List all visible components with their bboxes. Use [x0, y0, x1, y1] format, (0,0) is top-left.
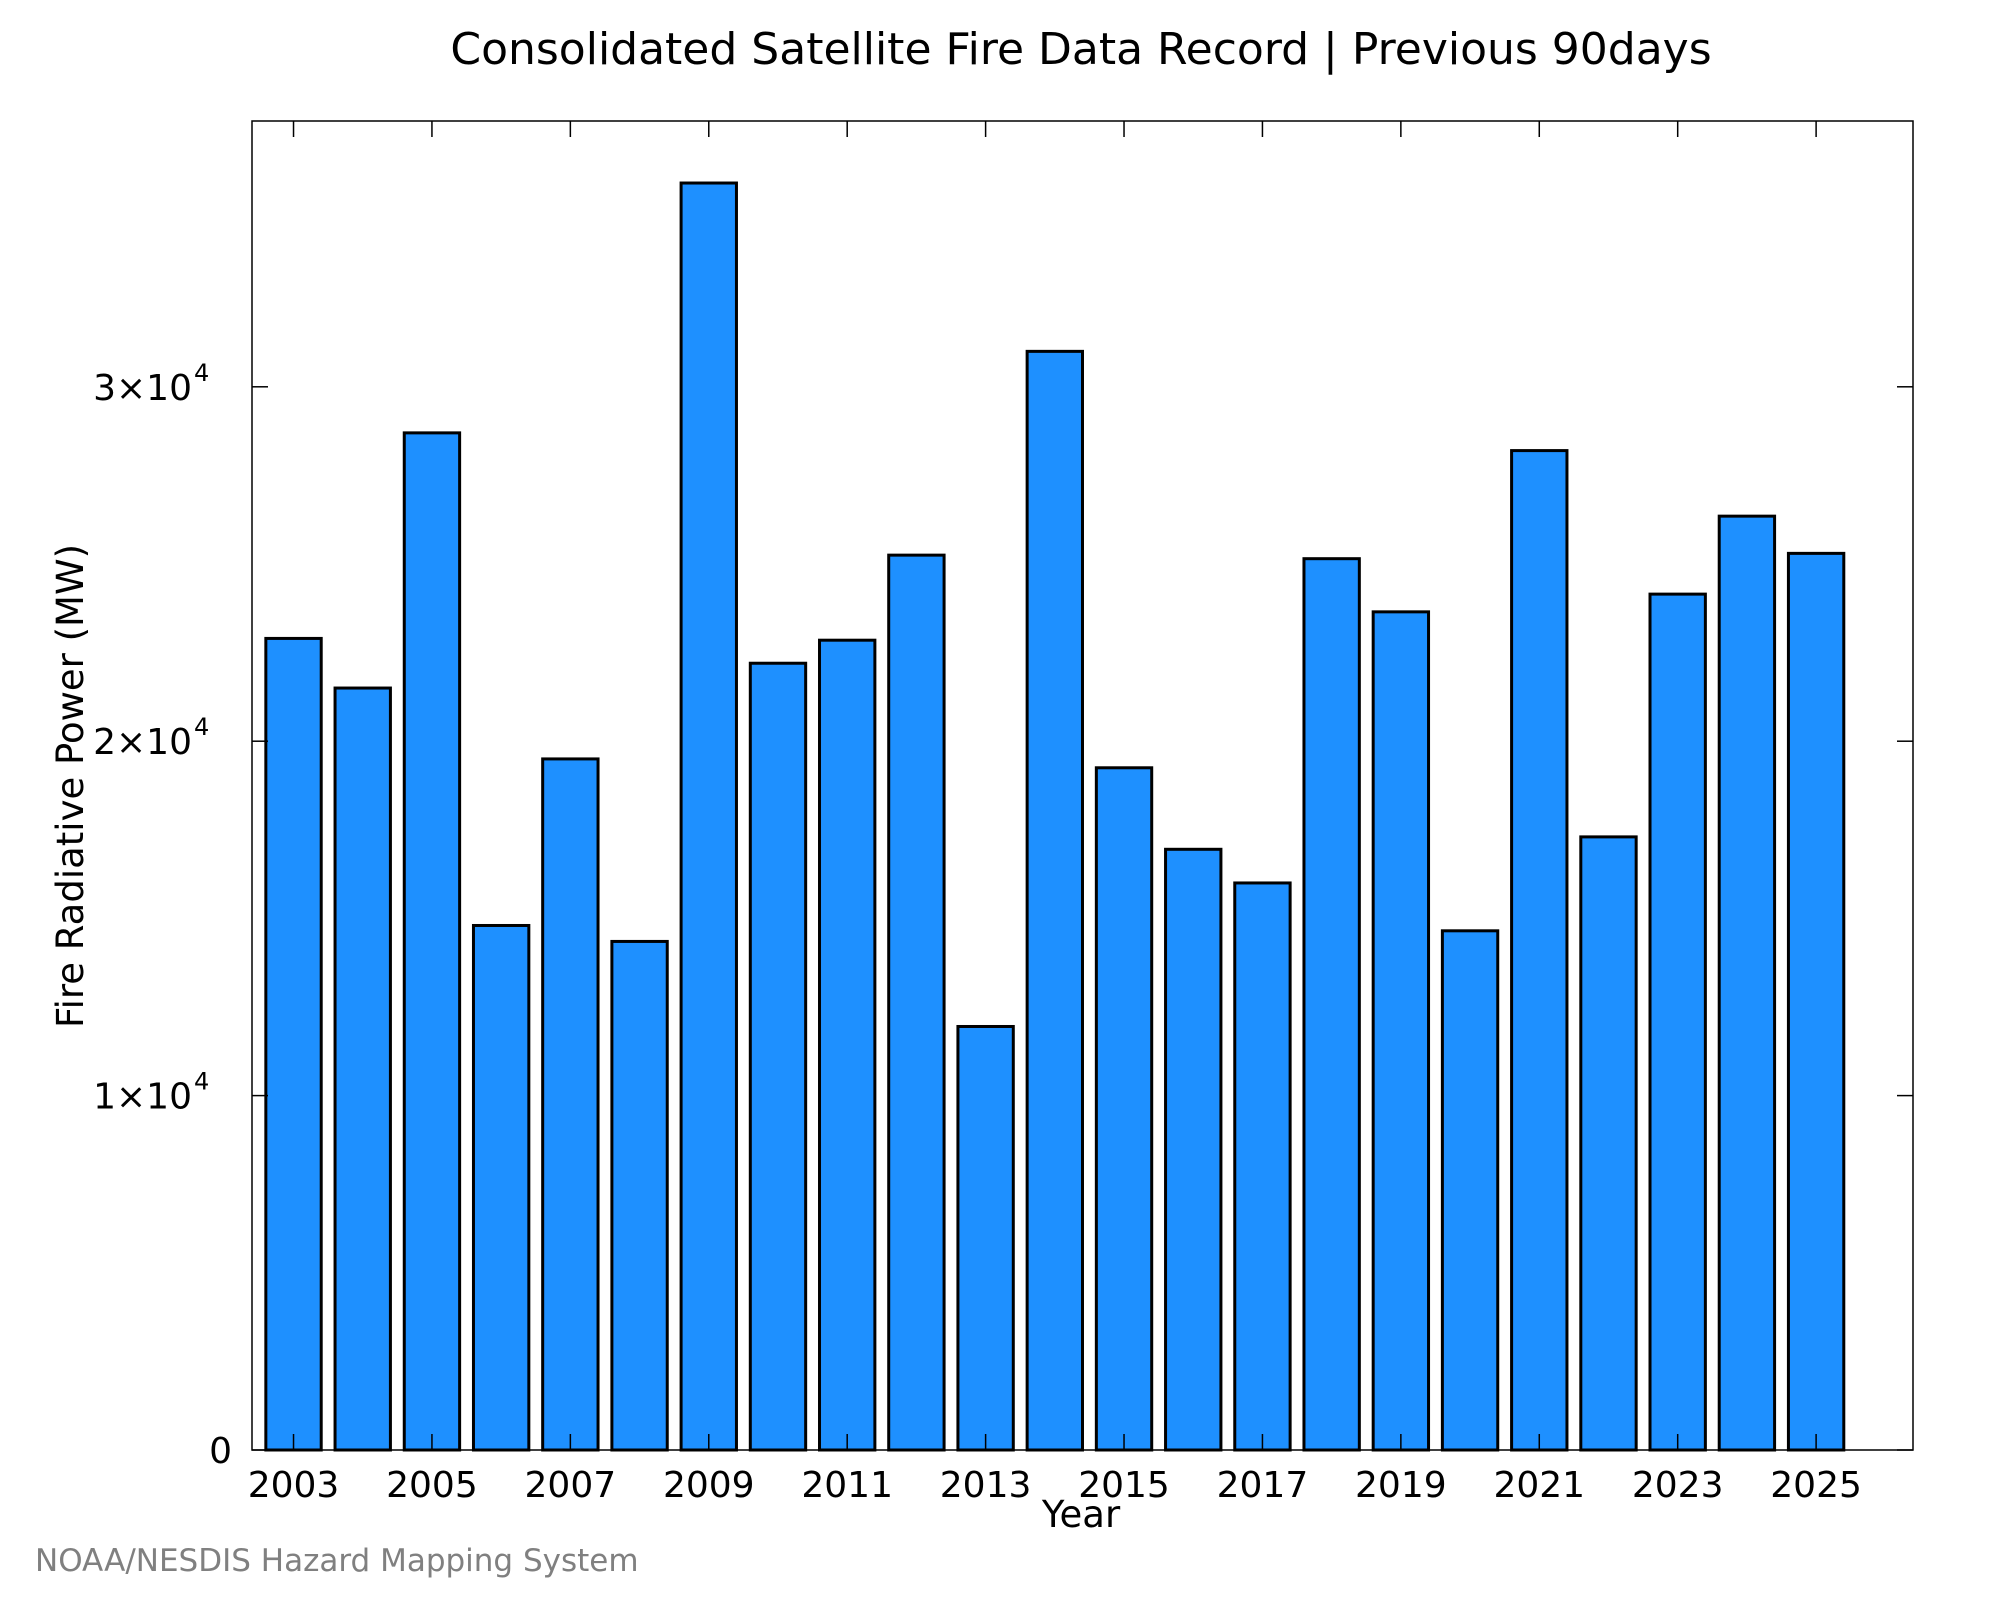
bar-2013 — [956, 1024, 1015, 1452]
bar-2016 — [1164, 847, 1223, 1452]
x-tick-label: 2011 — [801, 1465, 893, 1506]
bar-2005 — [402, 431, 462, 1452]
bar-2021 — [1510, 449, 1569, 1452]
y-tick-label: 1×10 — [93, 1077, 192, 1118]
x-tick-label: 2025 — [1770, 1465, 1862, 1506]
bar-2008 — [610, 939, 669, 1452]
x-tick-label: 2023 — [1632, 1465, 1724, 1506]
bar-2024 — [1717, 514, 1777, 1452]
chart-title: Consolidated Satellite Fire Data Record … — [450, 24, 1711, 75]
y-tick-label-exponent: 4 — [194, 1068, 209, 1096]
y-tick-label-exponent: 4 — [194, 713, 209, 741]
bar-2019 — [1371, 610, 1431, 1452]
x-tick-label: 2009 — [663, 1465, 755, 1506]
bar-2022 — [1579, 835, 1638, 1452]
bar-2025 — [1786, 551, 1846, 1452]
x-tick-label: 2015 — [1078, 1465, 1170, 1506]
x-tick-label: 2021 — [1493, 1465, 1585, 1506]
bar-2014 — [1025, 349, 1084, 1452]
bars-layer — [264, 181, 1846, 1452]
bar-2012 — [887, 553, 946, 1452]
bar-2023 — [1648, 592, 1707, 1452]
x-tick-label: 2019 — [1355, 1465, 1447, 1506]
credit-text: NOAA/NESDIS Hazard Mapping System — [35, 1543, 639, 1579]
x-tick-label: 2007 — [525, 1465, 617, 1506]
bar-2003 — [264, 636, 323, 1452]
plot-frame — [251, 120, 1914, 1451]
x-tick-label: 2005 — [386, 1465, 478, 1506]
y-tick-label-exponent: 4 — [194, 359, 209, 387]
x-axis-label: Year — [1041, 1493, 1121, 1536]
bar-2006 — [471, 923, 531, 1452]
y-axis-label: Fire Radiative Power (MW) — [49, 544, 92, 1028]
y-tick-label: 3×10 — [93, 368, 192, 409]
y-tick-label: 2×10 — [93, 722, 192, 763]
x-tick-label: 2013 — [940, 1465, 1032, 1506]
bar-2009 — [679, 181, 738, 1452]
bar-2015 — [1094, 766, 1154, 1452]
bar-2017 — [1233, 881, 1292, 1452]
bar-2007 — [541, 757, 600, 1452]
bar-2020 — [1440, 929, 1500, 1452]
ticks-layer: 2003 2005 2007 2009 2011 2013 2015 2017 2019 2021… — [93, 121, 1913, 1506]
bar-2010 — [748, 661, 808, 1452]
bar-2004 — [333, 686, 392, 1452]
bar-2018 — [1302, 557, 1361, 1452]
x-tick-label: 2017 — [1217, 1465, 1309, 1506]
bar-2011 — [818, 638, 877, 1452]
y-tick-label: 0 — [209, 1431, 232, 1472]
x-tick-label: 2003 — [248, 1465, 340, 1506]
